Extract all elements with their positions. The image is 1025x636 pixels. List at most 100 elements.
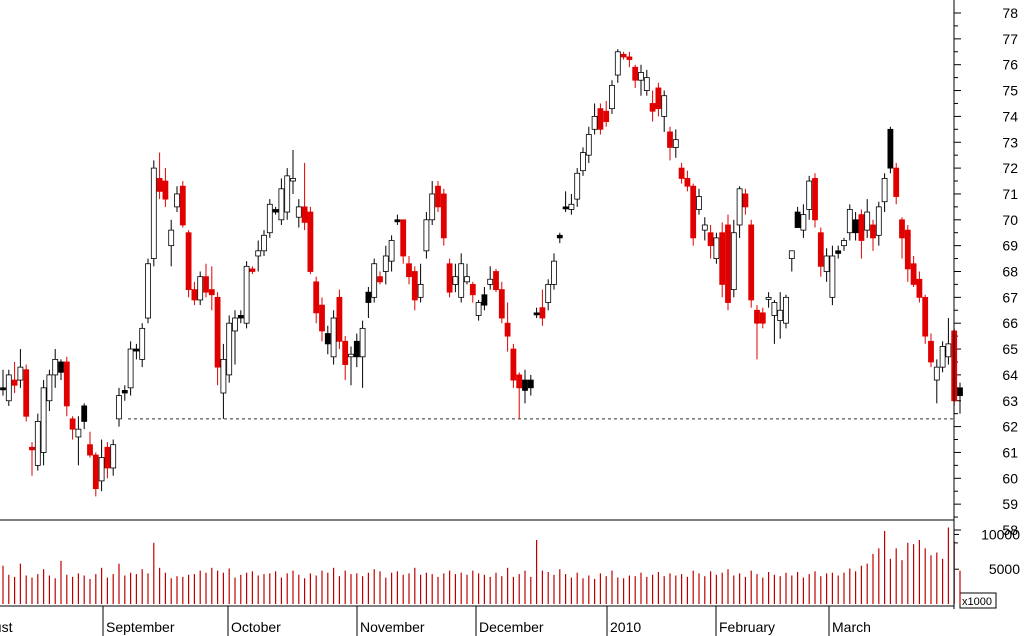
candle-body — [846, 209, 853, 234]
candle-body — [481, 294, 488, 306]
candle-body — [771, 302, 778, 316]
candle-body — [197, 276, 204, 301]
price-tick-label: 76 — [1002, 57, 1018, 73]
candle-body — [777, 309, 784, 322]
candle-body — [701, 224, 708, 231]
candle-body — [75, 428, 82, 438]
candle-body — [516, 374, 523, 389]
candle-body — [852, 219, 859, 234]
price-tick-label: 75 — [1002, 83, 1018, 99]
price-tick-label: 68 — [1002, 264, 1018, 280]
candle-body — [29, 446, 35, 451]
volume-unit-label: x1000 — [962, 596, 992, 608]
price-tick-label: 73 — [1002, 134, 1018, 150]
candle-body — [504, 322, 511, 337]
price-axis: 78 77 76 75 74 73 72 71 70 69 68 67 66 65 64 63 62 61 60 59… — [954, 5, 1018, 544]
candle-body — [742, 193, 749, 208]
candle-body — [904, 229, 911, 270]
candle-body — [191, 289, 198, 301]
price-tick-label: 71 — [1002, 186, 1018, 202]
candle-body — [110, 444, 117, 469]
candle-body — [156, 178, 163, 192]
candle-body — [11, 379, 18, 386]
candle-body — [725, 224, 731, 303]
candle-body — [580, 152, 586, 172]
candle-body — [562, 206, 569, 210]
candle-body — [458, 263, 465, 298]
candle-body — [609, 84, 615, 110]
month-label: gust — [0, 619, 13, 635]
candle-body — [104, 446, 111, 469]
candle-body — [226, 322, 233, 376]
candle-body — [806, 180, 813, 210]
candle-body — [266, 203, 273, 234]
candle-body — [765, 296, 772, 300]
candle-body — [620, 53, 627, 58]
price-tick-label: 62 — [1002, 419, 1018, 435]
candle-body — [707, 232, 714, 247]
price-tick-label: 67 — [1002, 289, 1018, 305]
candle-body — [916, 278, 923, 298]
price-tick-label: 72 — [1002, 160, 1018, 176]
candle-body — [632, 66, 639, 81]
candle-body — [365, 291, 372, 303]
month-label: November — [360, 619, 425, 635]
candle-body — [185, 232, 192, 290]
candle-body — [556, 234, 563, 239]
candle-body — [116, 395, 122, 420]
candle-body — [342, 340, 349, 365]
candle-body — [783, 296, 789, 324]
candle-body — [278, 188, 285, 221]
candle-body — [475, 302, 482, 316]
candle-body — [348, 353, 354, 358]
candle-body — [87, 444, 93, 456]
candle-body — [719, 232, 726, 285]
candle-body — [81, 405, 88, 422]
candle-body — [812, 178, 818, 221]
candle-body — [933, 366, 940, 381]
candle-body — [232, 317, 238, 332]
candle-body — [46, 374, 53, 402]
candle-body — [527, 379, 534, 389]
candle-body — [377, 276, 383, 283]
candle-body — [5, 374, 12, 402]
candle-body — [284, 175, 291, 213]
candle-body — [388, 240, 395, 262]
candle-body — [870, 224, 876, 239]
candle-body — [736, 188, 743, 226]
candle-body — [643, 77, 650, 91]
candle-body — [493, 271, 499, 290]
chart-frame — [0, 0, 955, 609]
candle-body — [446, 263, 453, 293]
candle-body — [406, 263, 412, 278]
month-label: September — [106, 619, 175, 635]
candle-body — [290, 178, 296, 182]
candle-body — [34, 421, 41, 466]
candle-body — [150, 167, 157, 259]
candle-body — [800, 214, 807, 231]
candle-body — [98, 457, 105, 482]
candle-body — [63, 361, 70, 407]
candle-body — [754, 309, 760, 324]
candle-body — [928, 340, 934, 363]
candle-body — [429, 193, 436, 221]
candle-body — [301, 206, 308, 223]
candle-body — [92, 454, 99, 490]
candle-body — [748, 224, 755, 301]
candle-body — [127, 348, 134, 389]
candle-body — [208, 289, 215, 296]
price-tick-label: 65 — [1002, 341, 1018, 357]
candle-body — [330, 317, 337, 358]
candle-body — [603, 110, 610, 122]
candle-body — [626, 56, 633, 60]
candle-body — [359, 327, 366, 358]
candle-body — [841, 240, 847, 247]
candle-body — [17, 366, 24, 381]
candle-body — [52, 358, 59, 376]
candle-body — [336, 296, 343, 342]
candle-body — [214, 296, 221, 368]
candle-body — [945, 343, 952, 358]
candle-body — [585, 134, 592, 156]
